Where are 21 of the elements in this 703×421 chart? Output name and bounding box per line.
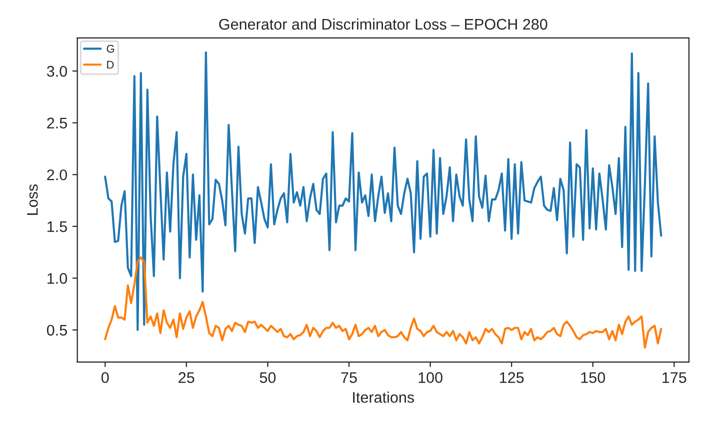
x-axis-title: Iterations xyxy=(353,392,414,403)
x-tick-label: 50 xyxy=(260,372,276,384)
y-tick-label: 1.0 xyxy=(48,273,68,284)
y-tick-label: 2.5 xyxy=(47,118,67,129)
legend-label: D xyxy=(107,60,114,69)
x-tick-label: 175 xyxy=(662,372,686,384)
x-tick-label: 75 xyxy=(341,372,357,384)
line-series xyxy=(104,256,662,349)
x-tick-label: 25 xyxy=(178,372,194,384)
x-tick-label: 125 xyxy=(500,372,524,384)
legend-label: G xyxy=(106,44,114,53)
y-tick-label: 0.5 xyxy=(46,324,67,336)
line-series xyxy=(104,51,662,331)
chart-title: Generator and Discriminator Loss – EPOCH 280 xyxy=(219,18,548,30)
x-tick-label: 0 xyxy=(101,372,109,384)
x-tick-label: 100 xyxy=(418,372,442,384)
x-tick-label: 150 xyxy=(581,372,606,384)
y-tick-label: 2.0 xyxy=(47,169,68,180)
y-tick-label: 1.5 xyxy=(48,221,67,232)
y-tick-label: 3.0 xyxy=(46,66,68,77)
y-axis-title: Loss xyxy=(27,184,38,215)
